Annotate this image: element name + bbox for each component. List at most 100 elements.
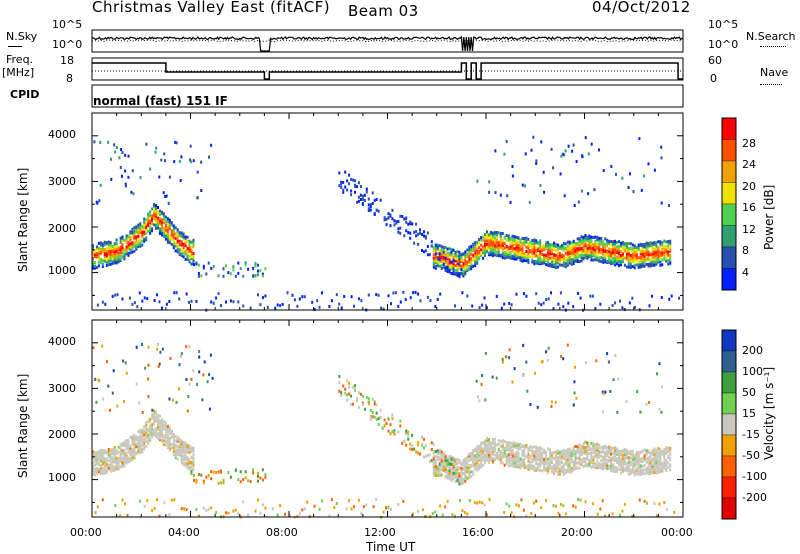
power-cell	[170, 223, 173, 227]
velocity-cell	[476, 466, 479, 470]
power-cell	[517, 245, 520, 249]
power-cell	[155, 223, 157, 227]
velocity-cell	[373, 402, 376, 406]
power-cell	[367, 207, 370, 211]
date-label: 04/Oct/2012	[592, 0, 691, 16]
power-cell	[413, 241, 416, 245]
velocity-cell	[645, 451, 648, 455]
velocity-cell	[440, 456, 443, 460]
power-cell	[129, 236, 132, 240]
velocity-cell	[578, 466, 581, 470]
velocity-cell	[608, 459, 611, 462]
velocity-cell	[147, 345, 150, 349]
velocity-cell	[564, 449, 567, 453]
power-cell	[335, 293, 338, 297]
power-cell	[665, 254, 668, 258]
velocity-cell	[522, 373, 525, 377]
power-cell	[444, 261, 447, 265]
velocity-cell	[147, 433, 150, 437]
velocity-cell	[458, 466, 461, 470]
power-cell	[596, 245, 599, 249]
power-cell	[121, 151, 124, 154]
velocity-cell	[474, 447, 477, 451]
power-cell	[157, 209, 159, 213]
power-cell	[172, 236, 175, 240]
power-cell	[471, 304, 474, 308]
power-cell	[369, 208, 372, 212]
velocity-cell	[596, 442, 599, 446]
velocity-cell	[558, 466, 561, 470]
power-cell	[517, 244, 520, 247]
power-cell	[531, 260, 534, 264]
velocity-cell	[661, 450, 664, 453]
velocity-cell	[543, 459, 546, 463]
power-cell	[667, 246, 670, 250]
velocity-cell	[491, 437, 494, 441]
power-cell	[633, 244, 636, 248]
velocity-cell	[651, 449, 654, 453]
velocity-cell	[480, 446, 483, 450]
velocity-cell	[549, 452, 551, 456]
velocity-cell	[623, 455, 626, 459]
power-cell	[426, 231, 429, 235]
power-cell	[574, 249, 577, 253]
power-cell	[489, 236, 492, 240]
power-cell	[553, 265, 555, 269]
velocity-cell	[527, 463, 530, 467]
velocity-cell	[476, 458, 479, 462]
velocity-cell	[180, 441, 183, 445]
velocity-cell	[509, 456, 512, 460]
velocity-cell	[521, 452, 524, 456]
velocity-cell	[438, 457, 441, 461]
velocity-cell	[161, 422, 163, 426]
power-cell	[647, 250, 650, 254]
power-cell	[151, 229, 154, 233]
power-cell	[639, 248, 642, 252]
power-cell	[97, 252, 100, 256]
power-cell	[131, 227, 134, 231]
power-cell	[432, 246, 435, 250]
velocity-cell	[131, 447, 134, 451]
power-cell	[188, 254, 191, 258]
power-cell	[409, 296, 412, 300]
velocity-cell	[529, 445, 532, 449]
velocity-cell	[497, 447, 500, 451]
power-cell	[444, 246, 447, 249]
nsky-label: N.Sky	[6, 30, 38, 43]
power-cell	[125, 249, 128, 253]
power-cell	[153, 212, 156, 216]
velocity-cell	[509, 451, 512, 455]
power-cell	[627, 259, 630, 263]
velocity-cell	[580, 446, 583, 450]
power-cell	[438, 260, 441, 264]
velocity-cell	[578, 462, 581, 466]
power-cell	[602, 260, 605, 264]
power-cell	[651, 245, 654, 248]
power-cell	[527, 237, 530, 241]
power-cell	[101, 248, 104, 252]
velocity-cell	[554, 462, 557, 466]
power-cell	[440, 266, 443, 270]
power-cell	[509, 256, 512, 260]
power-cell	[614, 256, 616, 260]
power-cell	[478, 253, 481, 257]
power-cell	[539, 241, 542, 245]
velocity-cell	[141, 443, 144, 447]
velocity-cell	[641, 460, 644, 463]
velocity-cell	[161, 418, 163, 422]
power-cell	[342, 180, 345, 184]
velocity-cell	[97, 452, 100, 456]
power-cell	[542, 170, 545, 174]
velocity-cell	[176, 457, 179, 461]
power-cell	[651, 260, 654, 264]
vel-cb-swatch	[721, 329, 737, 352]
power-cell	[517, 248, 520, 252]
power-cell	[525, 239, 528, 243]
velocity-cell	[620, 450, 622, 453]
power-cell	[178, 248, 181, 252]
power-cell	[242, 274, 245, 278]
power-cell	[159, 209, 161, 213]
velocity-cell	[501, 451, 504, 455]
velocity-cell	[111, 448, 114, 452]
power-cell	[383, 216, 386, 220]
